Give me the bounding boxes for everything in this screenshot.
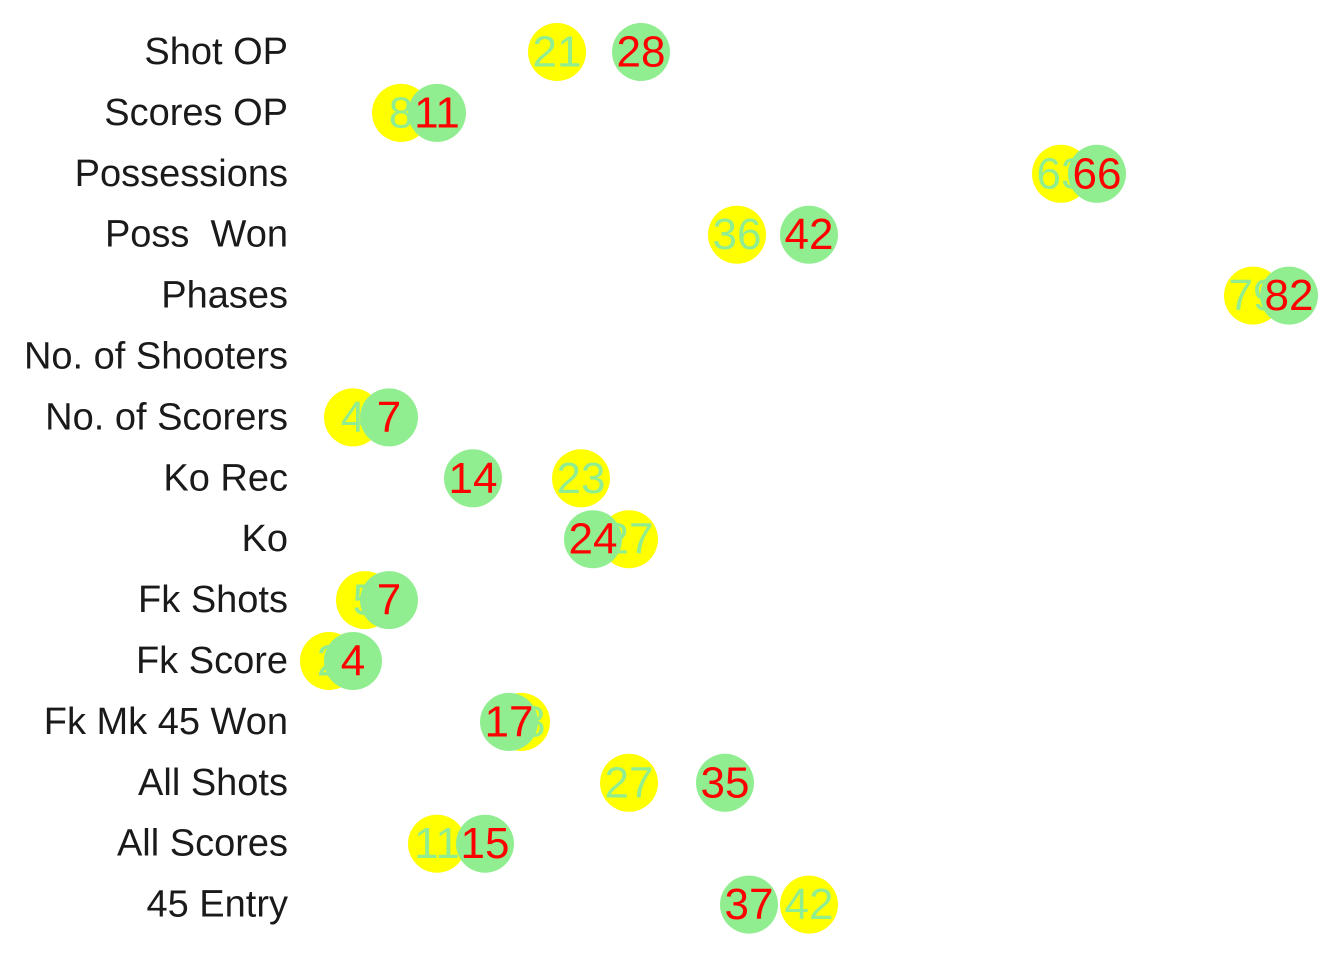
row-label-poss-won: Poss Won — [105, 214, 288, 256]
row-labels: Shot OP Scores OP Possessions Poss Won Phase… — [24, 31, 288, 926]
series-1-label-shot-op: 21 — [533, 28, 582, 77]
row-label-ko: Ko — [242, 518, 288, 560]
series-1-point-shot-op — [528, 23, 586, 81]
series-2-point-all-shots — [696, 753, 754, 812]
series-2-label-no-of-scorers: 7 — [377, 393, 401, 442]
series-2-point-fk-score — [324, 632, 382, 690]
series-2-point-fk-mk-45-won — [480, 692, 538, 751]
series-1-label-phases: 79 — [1229, 271, 1278, 320]
series-2-label-fk-score: 4 — [341, 637, 365, 686]
row-label-phases: Phases — [161, 275, 288, 317]
markers — [300, 23, 1318, 934]
series-1-label-scores-op: 8 — [389, 88, 413, 137]
row-label-shot-op: Shot OP — [144, 31, 288, 73]
series-1-label-all-scores: 11 — [414, 819, 460, 868]
series-2-label-scores-op: 11 — [414, 88, 460, 137]
series-2-point-no-of-scorers — [360, 388, 418, 447]
series-2-point-shot-op — [612, 23, 670, 81]
series-1-label-poss-won: 36 — [713, 210, 762, 259]
series-2-point-fk-shots — [360, 571, 418, 630]
series-2-point-possessions — [1068, 144, 1126, 203]
series-1-label-no-of-scorers: 4 — [341, 393, 365, 442]
series-1-point-ko-rec — [552, 449, 610, 508]
series-2-point-phases — [1260, 266, 1318, 325]
series-2-label-fk-shots: 7 — [377, 576, 401, 625]
series-1-point-45-entry — [780, 875, 838, 934]
row-label-all-scores: All Scores — [117, 823, 288, 865]
series-2-label-45-entry: 37 — [725, 880, 774, 929]
row-label-fk-shots: Fk Shots — [138, 579, 288, 621]
series-1-point-poss-won — [708, 205, 766, 264]
row-label-45-entry: 45 Entry — [146, 884, 288, 926]
series-1-label-all-shots: 27 — [605, 758, 654, 807]
series-2-label-ko-rec: 14 — [449, 454, 498, 503]
series-1-label-fk-shots: 5 — [353, 576, 377, 625]
row-label-possessions: Possessions — [75, 153, 288, 195]
row-label-fk-mk-45-won: Fk Mk 45 Won — [44, 701, 288, 743]
series-1-label-45-entry: 42 — [785, 880, 834, 929]
series-1-label-fk-score: 2 — [317, 637, 341, 686]
row-label-scores-op: Scores OP — [104, 92, 288, 134]
series-2-label-phases: 82 — [1265, 271, 1314, 320]
series-2-label-poss-won: 42 — [785, 210, 834, 259]
series-2-label-ko: 24 — [569, 515, 618, 564]
row-label-fk-score: Fk Score — [136, 640, 288, 682]
series-2-label-possessions: 66 — [1073, 149, 1122, 198]
series-2-point-scores-op — [408, 83, 466, 142]
series-1-label-possessions: 63 — [1037, 149, 1086, 198]
series-2-label-all-scores: 15 — [461, 819, 510, 868]
row-label-no-of-shooters: No. of Shooters — [24, 336, 288, 378]
series-1-point-all-shots — [600, 753, 658, 812]
series-1-label-ko: 27 — [605, 515, 654, 564]
value-labels: 2186336794232752182711422811664282714247… — [317, 28, 1314, 930]
row-label-all-shots: All Shots — [138, 762, 288, 804]
row-label-ko-rec: Ko Rec — [163, 457, 288, 499]
series-2-point-45-entry — [720, 875, 778, 934]
series-1-label-fk-mk-45-won: 18 — [497, 697, 546, 746]
series-2-label-all-shots: 35 — [701, 758, 750, 807]
series-2-point-poss-won — [780, 205, 838, 264]
series-2-point-all-scores — [456, 814, 514, 873]
series-2-label-fk-mk-45-won: 17 — [485, 697, 534, 746]
series-2-point-ko-rec — [444, 449, 502, 508]
series-1-point-all-scores — [408, 814, 466, 873]
series-2-point-ko — [564, 510, 622, 569]
series-2-label-shot-op: 28 — [617, 28, 666, 77]
row-label-no-of-scorers: No. of Scorers — [45, 396, 288, 438]
series-1-label-ko-rec: 23 — [557, 454, 606, 503]
